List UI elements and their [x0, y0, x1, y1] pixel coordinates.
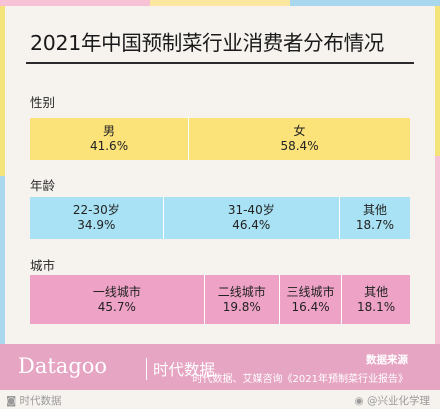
cell-city-0: 一线城市 45.7%: [30, 275, 204, 324]
cell-value: 19.8%: [222, 299, 261, 314]
section-label-city: 城市: [30, 258, 56, 273]
title-underline: [26, 62, 414, 64]
left-strip-blue: [0, 176, 5, 344]
weibo-icon: ◉: [354, 395, 364, 407]
top-strip-yellow: [150, 0, 290, 6]
cell-gender-1: 女 58.4%: [188, 118, 410, 160]
cell-label: 二线城市: [217, 284, 266, 299]
cell-value: 58.4%: [280, 139, 319, 153]
watermark-right: ◉ @兴业化学理: [354, 393, 430, 408]
section-label-age: 年龄: [30, 178, 56, 193]
right-strip-yellow: [435, 6, 440, 156]
cell-label: 三线城市: [286, 284, 335, 299]
cell-value: 45.7%: [97, 299, 136, 314]
brand-logo: Datagoo: [18, 354, 108, 378]
cell-label: 女: [293, 124, 306, 138]
cell-value: 18.7%: [355, 218, 395, 232]
left-strip-yellow: [0, 6, 5, 176]
cell-label: 其他: [362, 203, 387, 217]
brand-chinese-name: 时代数据: [146, 358, 215, 380]
cell-age-0: 22-30岁 34.9%: [30, 197, 163, 239]
top-strip-blue: [290, 0, 440, 6]
row-age: 22-30岁 34.9% 31-40岁 46.4% 其他 18.7%: [30, 197, 410, 239]
cell-value: 34.9%: [77, 218, 116, 232]
watermark-left-text: 时代数据: [19, 395, 62, 407]
cell-gender-0: 男 41.6%: [30, 118, 188, 160]
section-label-gender: 性别: [30, 95, 56, 110]
cell-label: 其他: [364, 284, 389, 299]
cell-value: 46.4%: [232, 218, 271, 232]
chart-title: 2021年中国预制菜行业消费者分布情况: [30, 31, 384, 55]
camera-icon: ◙: [6, 395, 17, 407]
cell-label: 男: [103, 124, 116, 138]
right-strip-pink: [435, 156, 440, 344]
cell-age-1: 31-40岁 46.4%: [162, 197, 339, 239]
source-title: 数据来源: [366, 354, 408, 366]
cell-age-2: 其他 18.7%: [338, 197, 410, 239]
footer-band: [0, 344, 440, 390]
cell-label: 一线城市: [92, 284, 141, 299]
source-text: 时代数据、艾媒咨询《2021年预制菜行业报告》: [192, 374, 408, 385]
top-color-strip: [0, 0, 440, 6]
cell-value: 16.4%: [291, 299, 330, 314]
cell-city-1: 二线城市 19.8%: [203, 275, 279, 324]
row-gender: 男 41.6% 女 58.4%: [30, 118, 410, 160]
cell-value: 41.6%: [89, 139, 129, 153]
cell-label: 22-30岁: [72, 203, 120, 217]
top-strip-pink: [0, 0, 150, 6]
watermark-left: ◙ 时代数据: [6, 393, 62, 408]
cell-value: 18.1%: [357, 299, 396, 314]
cell-city-2: 三线城市 16.4%: [278, 275, 341, 324]
cell-city-3: 其他 18.1%: [341, 275, 410, 324]
cell-label: 31-40岁: [227, 203, 275, 217]
watermark-right-text: @兴业化学理: [367, 395, 430, 407]
row-city: 一线城市 45.7% 二线城市 19.8% 三线城市 16.4% 其他 18.1%: [30, 275, 410, 324]
